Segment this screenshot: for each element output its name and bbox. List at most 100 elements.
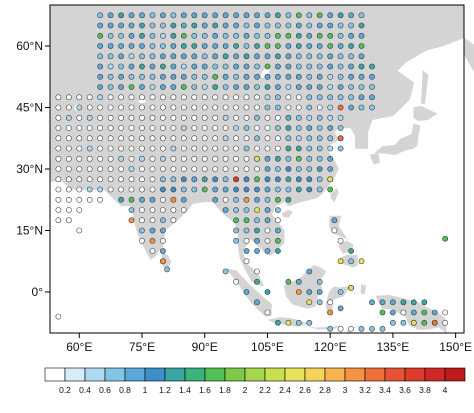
station-dot [170, 145, 177, 152]
station-dot [316, 299, 323, 306]
station-dot [264, 43, 271, 49]
station-dot [65, 94, 72, 101]
station-dot [97, 125, 104, 131]
station-dot [337, 289, 344, 295]
colorbar-label: 2 [243, 385, 248, 395]
station-dot [170, 186, 177, 193]
station-dot [316, 166, 323, 172]
station-dot [275, 114, 281, 121]
station-dot [139, 186, 145, 193]
station-dot [180, 176, 187, 183]
station-dot [254, 43, 260, 49]
station-dot [264, 155, 271, 162]
station-dot [212, 22, 219, 29]
station-dot [337, 63, 344, 70]
station-dot [295, 22, 302, 29]
station-dot [410, 309, 417, 316]
station-dot [180, 166, 187, 172]
station-dot [170, 125, 177, 131]
station-dot [421, 319, 428, 326]
station-dot [275, 43, 281, 49]
station-dot [201, 63, 208, 70]
station-dot [212, 176, 219, 183]
station-dot [118, 176, 124, 183]
station-dot [160, 155, 166, 162]
station-dot [295, 43, 302, 49]
station-dot [128, 114, 135, 121]
station-dot [348, 43, 354, 49]
station-dot [222, 94, 229, 101]
station-dot [275, 248, 281, 254]
station-dot [264, 196, 271, 203]
station-dot [128, 53, 135, 60]
station-dot [212, 63, 219, 70]
station-dot [295, 319, 302, 326]
station-dot [275, 94, 281, 101]
lat-tick-label: 30°N [16, 162, 43, 176]
station-dot [275, 32, 281, 39]
station-dot [400, 319, 407, 326]
station-dot [201, 176, 208, 183]
station-dot [285, 278, 292, 285]
station-dot [233, 155, 239, 162]
station-dot [285, 63, 292, 70]
station-dot [222, 207, 229, 213]
station-dot [180, 186, 187, 193]
station-dot [264, 22, 271, 29]
colorbar-swatch [64, 367, 86, 382]
station-dot [348, 104, 354, 111]
station-dot [97, 176, 104, 183]
station-dot [264, 12, 271, 19]
station-dot [337, 237, 344, 244]
station-dot [149, 166, 156, 172]
station-dot [306, 319, 313, 326]
station-dot [65, 114, 72, 121]
station-dot [327, 94, 334, 101]
station-dot [139, 135, 145, 142]
station-dot [212, 94, 219, 101]
station-dot [337, 32, 344, 39]
station-dot [358, 53, 365, 60]
station-dot [65, 125, 72, 131]
station-dot [149, 94, 156, 101]
station-dot [348, 63, 354, 70]
station-dot [55, 125, 62, 131]
station-dot [86, 176, 93, 183]
station-dot [316, 73, 323, 80]
station-dot [139, 73, 145, 80]
colorbar-swatch [424, 367, 446, 382]
station-dot [254, 217, 260, 224]
station-dot [191, 73, 198, 80]
station-dot [180, 12, 187, 19]
station-dot [118, 12, 124, 19]
lon-tick-label: 120°E [314, 340, 347, 354]
station-dot [285, 43, 292, 49]
station-dot [191, 135, 198, 142]
station-dot [128, 155, 135, 162]
station-dot [254, 135, 260, 142]
station-dot [149, 22, 156, 29]
station-dot [348, 12, 354, 19]
station-dot [295, 125, 302, 131]
station-dot [170, 12, 177, 19]
station-dot [107, 166, 114, 172]
station-dot [139, 145, 145, 152]
station-dot [233, 22, 239, 29]
station-dot [316, 53, 323, 60]
station-dot [233, 104, 239, 111]
station-dot [118, 43, 124, 49]
colorbar-swatch [364, 367, 386, 382]
station-dot [431, 309, 438, 316]
station-dot [201, 186, 208, 193]
station-dot [316, 114, 323, 121]
station-dot [170, 217, 177, 224]
lat-tick-label: 45°N [16, 101, 43, 115]
station-dot [97, 63, 104, 70]
station-dot [327, 84, 334, 90]
station-dot [327, 176, 334, 183]
colorbar-label: 0.4 [79, 385, 91, 395]
station-dot [316, 145, 323, 152]
station-dot [337, 125, 344, 131]
station-dot [327, 186, 334, 193]
station-dot [358, 84, 365, 90]
